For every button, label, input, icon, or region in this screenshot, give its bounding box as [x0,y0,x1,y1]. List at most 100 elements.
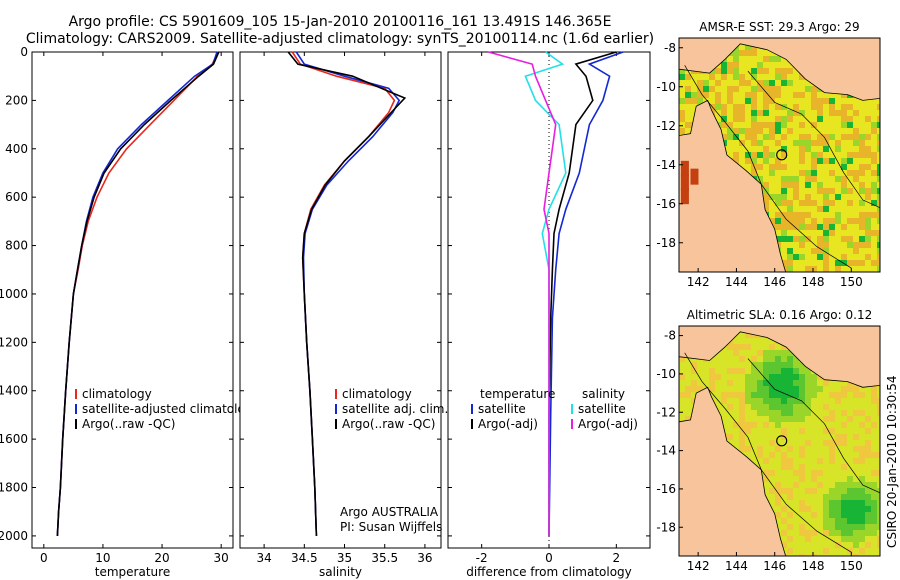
map-cell [829,242,835,248]
map-cell [847,494,853,500]
map-cell [793,98,799,104]
map-cell [799,518,805,524]
map-cell [763,176,769,182]
map-cell [877,386,880,392]
map-cell [763,422,769,428]
map-cell [787,110,793,116]
map-cell [787,224,793,230]
map-cell [757,176,763,182]
map-cell [775,164,781,170]
map-cell [823,116,829,122]
map-cell [775,416,781,422]
map-cell [787,122,793,128]
map-cell [739,158,745,164]
map-cell [841,482,847,488]
map-cell [835,554,841,556]
map-cell [787,170,793,176]
map-cell [799,494,805,500]
map-cell [823,224,829,230]
map-cell [877,134,880,140]
map-cell [781,392,787,398]
map-cell [739,422,745,428]
map-cell [793,242,799,248]
map-cell [793,470,799,476]
map-cell [769,80,775,86]
map-cell [859,416,865,422]
map-cell [841,176,847,182]
map-cell [799,554,805,556]
map-cell [781,410,787,416]
map-cell [829,476,835,482]
map-cell [865,110,871,116]
map-cell [787,242,793,248]
map-cell [817,506,823,512]
map-cell [829,128,835,134]
map-cell [805,164,811,170]
map-cell [817,134,823,140]
map-cell [793,170,799,176]
map-cell [811,254,817,260]
map-cell [787,152,793,158]
map-cell [739,152,745,158]
map-cell [841,182,847,188]
map-cell [757,98,763,104]
map-cell [691,356,697,362]
map-cell [757,422,763,428]
map-cell [835,104,841,110]
plot-frame [31,51,234,549]
map-cell [847,482,853,488]
map-cell [853,140,859,146]
map-cell [835,482,841,488]
map-cell [877,506,880,512]
x-axis-label: difference from climatology [466,565,632,579]
map-cell [853,122,859,128]
map-cell [859,260,865,266]
map-cell [715,104,721,110]
map-cell [709,362,715,368]
map-cell [817,104,823,110]
map-cell [775,182,781,188]
map-cell [877,422,880,428]
y-tick-label: -18 [656,520,676,534]
map-cell [799,194,805,200]
map-cell [865,128,871,134]
map-cell [841,116,847,122]
map-cell [787,362,793,368]
map-cell [835,542,841,548]
map-cell [793,386,799,392]
map-cell [841,110,847,116]
map-cell [877,518,880,524]
map-frame [678,37,881,273]
map-cell [781,194,787,200]
map-cell [799,542,805,548]
map-cell [853,158,859,164]
map-cell [757,416,763,422]
map-cell [871,218,877,224]
legend-label: Argo(..raw -QC) [82,417,175,431]
map-cell [835,230,841,236]
map-cell [709,374,715,380]
map-cell [781,428,787,434]
map-cell [871,470,877,476]
map-cell [811,518,817,524]
map-cell [871,134,877,140]
map-cell [823,458,829,464]
map-cell [823,140,829,146]
map-cell [877,554,880,556]
map-cell [865,206,871,212]
map-cell [871,110,877,116]
map-cell [853,494,859,500]
map-cell [787,98,793,104]
map-cell [775,458,781,464]
map-cell [853,464,859,470]
map-cell [745,68,751,74]
map-cell [721,74,727,80]
map-cell [859,500,865,506]
map-cell [727,404,733,410]
map-cell [829,422,835,428]
map-cell [805,116,811,122]
legend-label: Argo(..raw -QC) [342,417,435,431]
map-cell [745,122,751,128]
map-cell [739,332,745,338]
map-cell [847,254,853,260]
